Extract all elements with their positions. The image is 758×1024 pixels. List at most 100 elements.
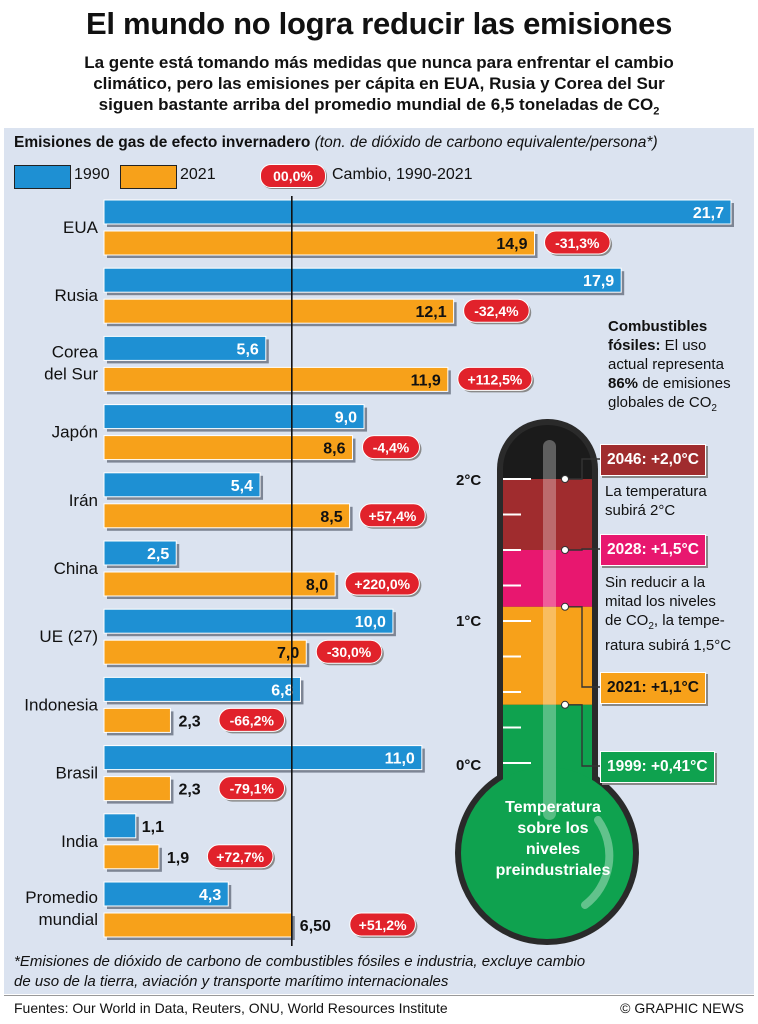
- change-label: -4,4%: [373, 440, 410, 456]
- marker-2021: 2021: +1,1°C: [600, 672, 706, 704]
- value-label-2021: 7,0: [277, 645, 299, 662]
- fossil-note-line-1: Combustibles: [608, 318, 708, 335]
- subtitle-line-3-text: siguen bastante arriba del promedio mund…: [98, 95, 654, 114]
- marker-dot: [561, 546, 569, 554]
- fossil-note-line-4-bold: 86%: [608, 375, 639, 392]
- value-label-1990: 6,8: [271, 682, 293, 699]
- value-label-1990: 4,3: [199, 887, 221, 904]
- note-2046-line-2: subirá 2°C: [605, 502, 676, 519]
- value-label-1990: 11,0: [385, 751, 415, 768]
- bar-2021: [103, 230, 536, 256]
- change-pill: [457, 366, 533, 391]
- legend-change-label: Cambio, 1990-2021: [332, 166, 473, 183]
- chart-heading: Emisiones de gas de efecto invernadero (…: [14, 134, 658, 152]
- legend-change-pill: 00,0%: [260, 164, 326, 188]
- category-label: mundial: [38, 910, 98, 929]
- value-label-1990: 5,6: [237, 341, 259, 358]
- bar-1990: [103, 267, 622, 293]
- bar-1990: [103, 199, 732, 225]
- value-label-2021: 12,1: [415, 304, 446, 321]
- chart-unit-text: (ton. de dióxido de carbono equivalente/…: [314, 134, 647, 151]
- change-pill: [206, 844, 274, 869]
- legend-swatch-1990: [14, 165, 71, 189]
- fossil-note-subscript: 2: [711, 403, 717, 414]
- category-label: China: [54, 559, 99, 578]
- fossil-note-line-2: El uso: [660, 337, 707, 354]
- bar-2021: [103, 912, 293, 938]
- marker-leader: [565, 704, 600, 767]
- bar-2021: [103, 366, 449, 392]
- change-label: +72,7%: [216, 849, 264, 865]
- note-2028-line-2: mitad los niveles: [605, 593, 716, 610]
- value-label-2021: 2,3: [178, 782, 200, 799]
- marker-2046: 2046: +2,0°C: [600, 444, 706, 476]
- bulb-caption-line-4: preindustriales: [495, 862, 611, 879]
- bar-1990: [103, 676, 301, 702]
- marker-dot: [561, 602, 569, 611]
- bar-1990: [103, 472, 261, 498]
- note-2028-line-4: ratura subirá 1,5°C: [605, 637, 732, 654]
- fossil-note: Combustibles fósiles: El uso actual repr…: [608, 317, 731, 418]
- chart-heading-text: Emisiones de gas de efecto invernadero: [14, 134, 311, 151]
- value-label-1990: 5,4: [231, 478, 253, 495]
- marker-leader: [565, 548, 600, 551]
- note-2046: La temperatura subirá 2°C: [605, 482, 707, 520]
- subtitle-line-1: La gente está tomando más medidas que nu…: [84, 53, 674, 72]
- category-label: Indonesia: [24, 695, 98, 714]
- value-label-1990: 2,5: [147, 546, 169, 563]
- bar-1990: [103, 335, 267, 361]
- category-label: del Sur: [44, 364, 98, 383]
- fossil-note-line-2-bold: fósiles:: [608, 337, 661, 354]
- credit: © GRAPHIC NEWS: [620, 1000, 744, 1016]
- change-label: +220,0%: [354, 576, 410, 592]
- bar-2021: [103, 639, 307, 665]
- bar-1990: [103, 881, 229, 907]
- marker-dot: [561, 700, 569, 709]
- note-2028-line-3: de CO: [605, 612, 649, 629]
- value-label-2021: 11,9: [411, 372, 441, 389]
- bar-2021: [103, 298, 455, 324]
- footnote: *Emisiones de dióxido de carbono de comb…: [14, 952, 744, 992]
- change-label: +57,4%: [368, 508, 416, 524]
- value-label-1990: 17,9: [583, 273, 614, 290]
- page-subtitle: La gente está tomando más medidas que nu…: [10, 52, 748, 122]
- scale-label-0c: 0°C: [456, 757, 482, 774]
- bar-1990: [103, 813, 137, 839]
- bulb-caption-line-1: Temperatura: [505, 799, 601, 816]
- change-pill: [218, 707, 286, 732]
- bar-2021: [103, 776, 171, 802]
- subtitle-line-3: siguen bastante arriba del promedio mund…: [10, 94, 748, 122]
- change-pill: [361, 435, 420, 460]
- sources: Fuentes: Our World in Data, Reuters, ONU…: [14, 1000, 448, 1016]
- marker-leader: [565, 458, 600, 480]
- value-label-1990: 10,0: [355, 614, 386, 631]
- note-2028-line-1: Sin reducir a la: [605, 574, 706, 591]
- category-label: Corea: [52, 342, 99, 361]
- bar-2021: [103, 707, 171, 733]
- category-label: Brasil: [55, 764, 98, 783]
- change-pill: [463, 298, 530, 323]
- change-pill: [349, 912, 416, 937]
- bulb-caption-line-3: niveles: [525, 841, 581, 858]
- value-label-2021: 8,0: [306, 577, 328, 594]
- category-label: UE (27): [39, 627, 98, 646]
- chart-unit-close: ): [652, 134, 658, 151]
- chart-unit: (ton. de dióxido de carbono equivalente/…: [315, 134, 658, 151]
- bar-1990: [103, 608, 394, 634]
- value-label-2021: 6,50: [300, 918, 331, 935]
- fossil-note-line-4: de emisiones: [638, 375, 731, 392]
- footnote-line-1: *Emisiones de dióxido de carbono de comb…: [14, 953, 586, 970]
- change-pill: [344, 571, 420, 596]
- category-label: EUA: [63, 218, 99, 237]
- note-2028: Sin reducir a la mitad los niveles de CO…: [605, 573, 731, 655]
- change-label: +112,5%: [467, 371, 522, 387]
- category-label: Promedio: [25, 888, 98, 907]
- fossil-note-line-3: actual representa: [608, 356, 724, 373]
- marker-1999: 1999: +0,41°C: [600, 751, 715, 783]
- scale-label-1c: 1°C: [456, 613, 482, 630]
- category-label: India: [61, 832, 98, 851]
- legend-label-1990: 1990: [74, 166, 110, 183]
- marker-leader: [565, 606, 600, 688]
